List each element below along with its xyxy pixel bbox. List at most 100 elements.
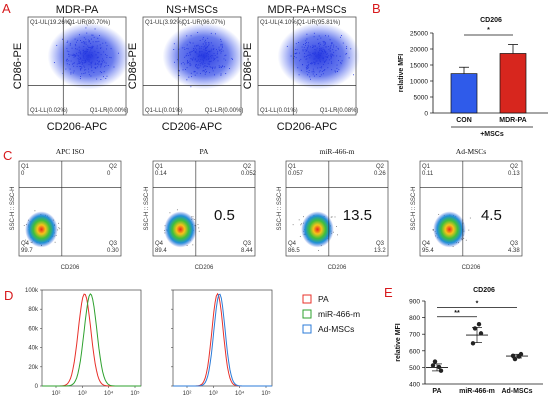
event-dot [178, 70, 180, 72]
event-dot [195, 51, 197, 53]
event-dot [105, 54, 106, 56]
event-dot [97, 61, 99, 63]
x-axis-label: +MSCs [480, 131, 504, 138]
event-dot [307, 67, 309, 69]
q2-value: 0.052 [241, 171, 257, 177]
event-dot [85, 50, 86, 52]
event-dot [100, 48, 101, 49]
event-dot [83, 49, 85, 51]
event-dot [340, 62, 342, 63]
q3-label: Q3 [510, 241, 519, 247]
category-label: Ad-MSCs [501, 388, 532, 395]
event-dot [218, 46, 220, 48]
event-dot [109, 56, 111, 58]
event-dot [90, 54, 92, 55]
event-dot [318, 42, 319, 44]
event-dot [324, 61, 325, 63]
event-dot [195, 64, 196, 66]
q2-value: 0 [107, 171, 111, 177]
event-dot [305, 50, 307, 52]
event-dot [113, 66, 115, 68]
event-dot [300, 69, 302, 71]
event-dot [199, 46, 201, 48]
event-dot [76, 48, 78, 50]
event-dot [299, 235, 301, 237]
data-point [432, 359, 438, 364]
density-heat [433, 211, 466, 248]
event-dot [82, 49, 84, 51]
event-dot [79, 78, 81, 80]
event-dot [312, 52, 314, 54]
event-dot [205, 45, 207, 47]
event-dot [203, 66, 205, 68]
event-dot [186, 48, 188, 49]
y-tick-label: 10000 [410, 79, 428, 86]
event-dot [327, 67, 329, 69]
event-dot [204, 47, 206, 49]
event-dot [319, 49, 321, 51]
event-dot [317, 54, 319, 55]
event-dot [214, 74, 215, 76]
density-cloud [277, 22, 360, 90]
event-dot [308, 63, 310, 65]
event-dot [83, 46, 85, 47]
event-dot [85, 48, 87, 50]
event-dot [221, 45, 223, 47]
event-dot [340, 63, 342, 65]
event-dot [110, 57, 112, 59]
event-dot [203, 54, 205, 56]
event-dot [217, 60, 219, 62]
event-dot [328, 49, 330, 51]
event-dot [333, 46, 334, 48]
event-dot [309, 46, 311, 48]
event-dot [182, 69, 184, 71]
event-dot [89, 40, 90, 42]
event-dot [316, 60, 318, 62]
event-dot [306, 55, 307, 57]
event-dot [193, 49, 195, 51]
y-tick-label: 800 [409, 315, 420, 322]
event-dot [82, 54, 84, 56]
event-dot [97, 52, 99, 54]
event-dot [189, 63, 191, 65]
x-tick-label: 10⁴ [104, 390, 114, 397]
event-dot [213, 53, 215, 54]
event-dot [317, 63, 319, 64]
event-dot [79, 66, 81, 67]
event-dot [188, 61, 189, 63]
event-dot [74, 38, 76, 40]
event-dot [228, 68, 230, 69]
event-dot [66, 48, 68, 50]
y-tick-label: 400 [409, 382, 420, 389]
event-dot [309, 52, 311, 54]
event-dot [102, 58, 104, 60]
event-dot [307, 44, 309, 46]
event-dot [310, 62, 312, 64]
event-dot [94, 67, 96, 69]
event-dot [205, 47, 207, 49]
event-dot [103, 59, 105, 61]
event-dot [337, 48, 339, 50]
event-dot [79, 51, 81, 53]
event-dot [331, 55, 332, 57]
event-dot [94, 28, 96, 30]
event-dot [189, 65, 191, 67]
data-point [510, 353, 516, 358]
event-dot [180, 63, 182, 65]
event-dot [187, 48, 189, 50]
event-dot [202, 59, 204, 61]
data-point [478, 331, 484, 336]
y-axis-label: SSC-H :: SSC-H [144, 186, 150, 230]
x-axis-label: CD206-APC [47, 121, 108, 133]
event-dot [225, 54, 227, 56]
event-dot [224, 66, 225, 68]
event-dot [184, 63, 186, 65]
event-dot [186, 44, 188, 46]
event-dot [99, 63, 101, 65]
plot-title: Ad-MSCs [456, 147, 487, 156]
event-dot [84, 61, 86, 63]
event-dot [82, 60, 84, 62]
event-dot [305, 43, 306, 44]
event-dot [86, 32, 88, 34]
event-dot [205, 72, 207, 74]
